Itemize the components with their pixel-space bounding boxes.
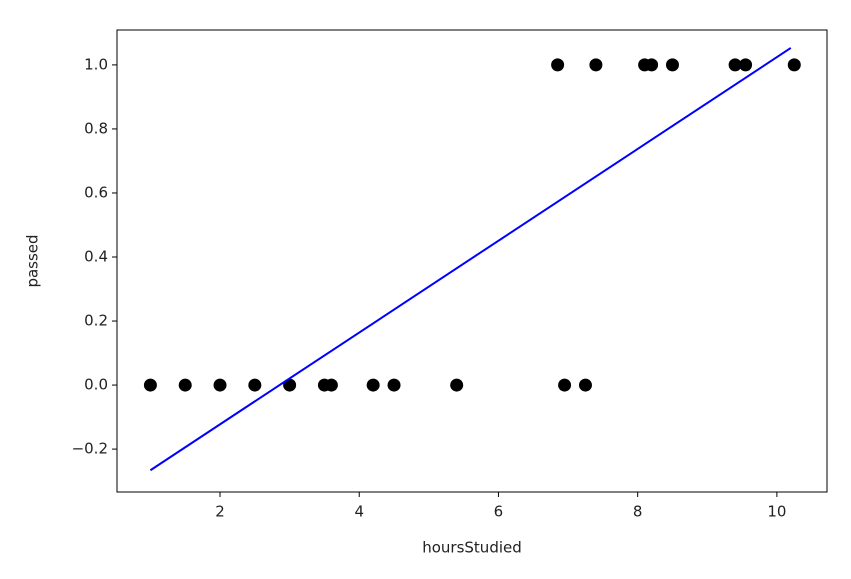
point <box>645 58 659 72</box>
point <box>143 378 157 392</box>
point <box>387 378 401 392</box>
x-tick-label: 2 <box>215 503 225 521</box>
point <box>728 58 742 72</box>
y-tick-label: −0.2 <box>72 440 108 458</box>
regression-line <box>149 47 792 472</box>
point <box>787 58 801 72</box>
y-tick-label: 0.6 <box>84 183 108 201</box>
point <box>248 378 262 392</box>
point <box>283 378 297 392</box>
point <box>450 378 464 392</box>
plot-frame <box>116 29 828 493</box>
point <box>578 378 592 392</box>
point <box>366 378 380 392</box>
point <box>213 378 227 392</box>
x-tick-label: 6 <box>494 503 504 521</box>
point <box>178 378 192 392</box>
point <box>589 58 603 72</box>
x-tick-label: 10 <box>767 503 786 521</box>
point <box>551 58 565 72</box>
y-tick-label: 0.0 <box>84 376 108 394</box>
x-tick-label: 8 <box>633 503 643 521</box>
x-tick-label: 4 <box>354 503 364 521</box>
y-axis-label: passed <box>24 234 42 287</box>
x-axis-label: hoursStudied <box>422 539 522 557</box>
y-tick-label: 0.4 <box>84 247 108 265</box>
y-tick-label: 0.2 <box>84 312 108 330</box>
y-tick-label: 0.8 <box>84 119 108 137</box>
point <box>665 58 679 72</box>
point <box>324 378 338 392</box>
y-tick-label: 1.0 <box>84 55 108 73</box>
point <box>558 378 572 392</box>
point <box>739 58 753 72</box>
